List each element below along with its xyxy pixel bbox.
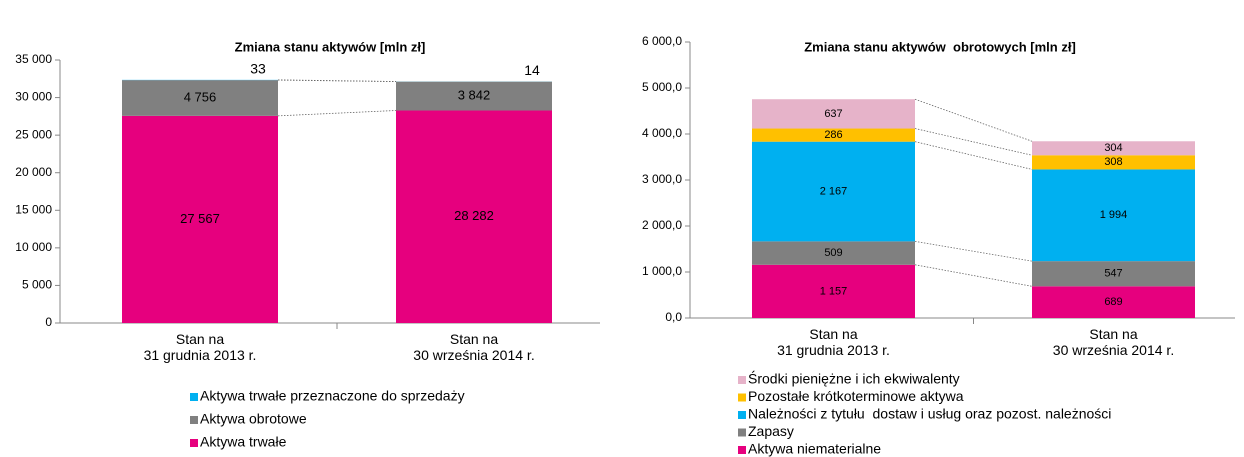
connector — [277, 110, 397, 117]
y-tick-label: 15 000 — [15, 202, 52, 216]
value-label: 308 — [1104, 156, 1122, 168]
value-label: 689 — [1104, 296, 1122, 308]
connector — [914, 264, 1033, 287]
value-label: 28 282 — [454, 208, 494, 223]
legend-swatch — [190, 393, 198, 401]
legend-swatch — [190, 439, 198, 447]
y-tick-label: 5 000,0 — [642, 80, 682, 94]
chart-title: Zmiana stanu aktywów obrotowych [mln zł] — [804, 39, 1076, 54]
legend-label: Aktywa obrotowe — [200, 411, 307, 427]
value-label: 2 167 — [820, 185, 848, 197]
y-tick-label: 30 000 — [15, 90, 52, 104]
bar-segment — [1032, 155, 1195, 170]
value-label: 637 — [824, 108, 842, 120]
bar-segment — [1032, 169, 1195, 262]
value-label: 1 157 — [820, 285, 848, 297]
x-tick-label: Stan na 31 grudnia 2013 r. — [143, 331, 257, 363]
y-tick-label: 3 000,0 — [642, 172, 682, 186]
bar-segment — [752, 264, 915, 318]
bar-segment — [752, 241, 915, 265]
bar-segment — [122, 80, 278, 116]
y-tick-label: 6 000,0 — [642, 34, 682, 48]
value-label: 1 994 — [1100, 209, 1128, 221]
x-tick-label: Stan na 30 września 2014 r. — [413, 331, 535, 363]
connector — [914, 141, 1033, 170]
legend-swatch — [738, 393, 746, 402]
value-label: 33 — [250, 61, 266, 77]
value-label: 27 567 — [180, 211, 220, 226]
y-tick-label: 1 000,0 — [642, 264, 682, 278]
legend-label: Zapasy — [748, 423, 794, 439]
bar-segment — [752, 128, 915, 142]
y-tick-label: 0,0 — [665, 310, 682, 324]
legend-label: Środki pieniężne i ich ekwiwalenty — [748, 370, 960, 387]
value-label: 4 756 — [184, 89, 217, 104]
y-tick-label: 35 000 — [15, 52, 52, 66]
legend-label: Należności z tytułu dostaw i usług oraz … — [748, 406, 1111, 422]
value-label: 286 — [824, 129, 842, 141]
y-tick-label: 4 000,0 — [642, 126, 682, 140]
bar-segment — [396, 81, 552, 111]
bar-segment — [1032, 286, 1195, 318]
legend-label: Aktywa trwałe — [200, 434, 287, 450]
y-tick-label: 20 000 — [15, 165, 52, 179]
legend-swatch — [738, 411, 746, 419]
connector — [914, 240, 1033, 262]
x-tick-label: Stan na 30 września 2014 r. — [1052, 326, 1175, 358]
bar-segment — [752, 99, 915, 129]
value-label: 547 — [1104, 268, 1122, 280]
legend-label: Pozostałe krótkoterminowe aktywa — [748, 388, 964, 404]
bar-segment — [122, 115, 278, 323]
y-tick-label: 5 000 — [22, 278, 52, 292]
bar-segment — [396, 110, 552, 323]
y-tick-label: 25 000 — [15, 127, 52, 141]
connector — [914, 128, 1033, 156]
bar-segment — [752, 141, 915, 242]
value-label: 3 842 — [458, 87, 491, 102]
y-tick-label: 0 — [45, 315, 52, 329]
legend-swatch — [738, 376, 746, 384]
connector — [914, 98, 1033, 142]
x-tick-label: Stan na 31 grudnia 2013 r. — [777, 326, 890, 358]
bar-segment — [1032, 261, 1195, 287]
bar-segment — [1032, 141, 1195, 156]
value-label: 509 — [824, 247, 842, 259]
y-tick-label: 2 000,0 — [642, 218, 682, 232]
chart-title: Zmiana stanu aktywów [mln zł] — [235, 39, 426, 54]
value-label: 14 — [524, 62, 540, 78]
legend-label: Aktywa niematerialne — [748, 441, 881, 457]
connector — [277, 79, 397, 82]
legend-swatch — [190, 416, 198, 424]
legend-swatch — [738, 428, 746, 437]
legend-label: Aktywa trwałe przeznaczone do sprzedaży — [200, 388, 465, 404]
value-label: 304 — [1104, 142, 1122, 154]
legend-swatch — [738, 446, 746, 454]
y-tick-label: 10 000 — [15, 240, 52, 254]
